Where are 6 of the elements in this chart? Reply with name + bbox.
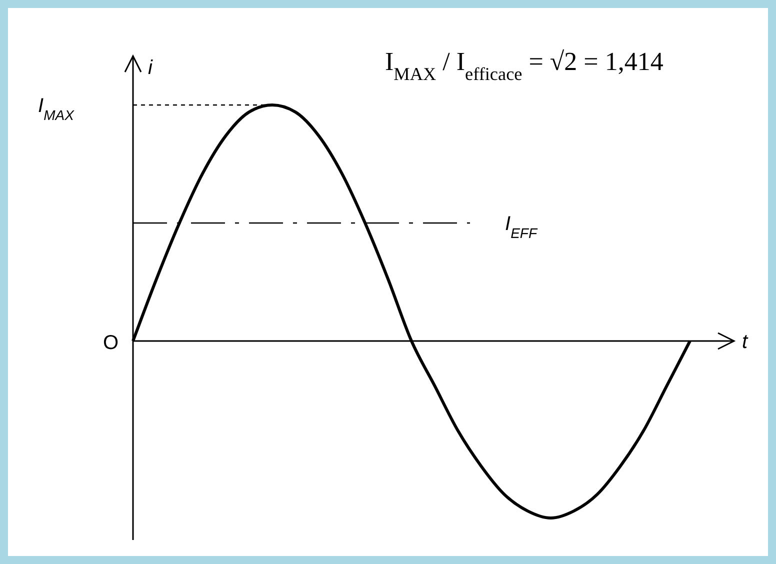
text: O: [103, 332, 119, 354]
ref-line-label: I$_{MAX}$: [38, 95, 75, 123]
ref-line-label: I$_{EFF}$: [505, 213, 538, 241]
y-axis-title: i: [148, 57, 153, 79]
text: I$_{MAX}$ / I$_{efficace}$ = √2 = 1,414: [385, 47, 664, 84]
x-axis-title: t: [742, 331, 749, 353]
